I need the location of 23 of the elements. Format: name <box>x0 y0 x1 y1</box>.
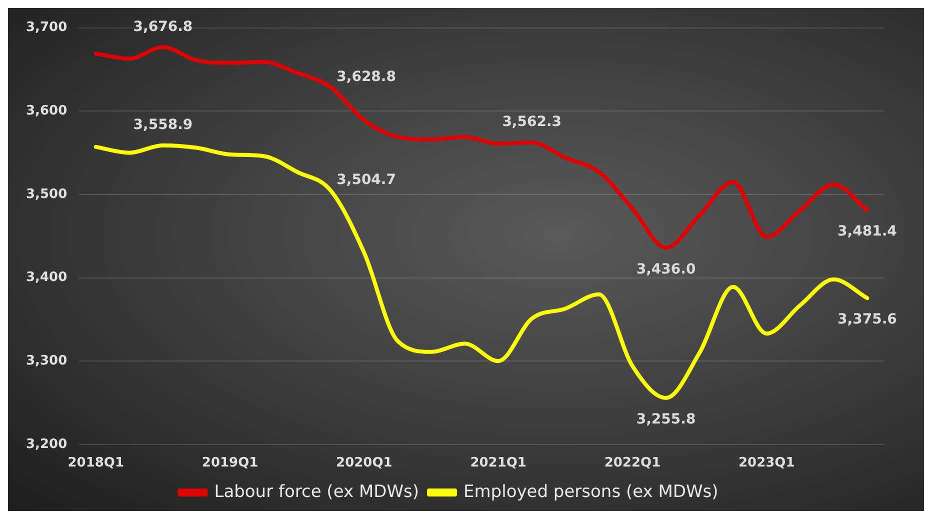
x-tick-label: 2020Q1 <box>336 456 392 471</box>
data-label: 3,255.8 <box>636 412 696 428</box>
data-label: 3,436.0 <box>636 261 696 278</box>
y-tick-label: 3,600 <box>26 103 68 118</box>
legend-label: Employed persons (ex MDWs) <box>464 482 718 502</box>
y-tick-label: 3,700 <box>26 20 68 36</box>
data-label: 3,558.9 <box>133 117 193 134</box>
data-label: 3,676.8 <box>133 18 193 35</box>
x-tick-label: 2022Q1 <box>604 456 661 471</box>
y-tick-label: 3,200 <box>26 436 68 452</box>
x-tick-label: 2019Q1 <box>202 456 258 471</box>
x-tick-label: 2023Q1 <box>738 456 795 471</box>
legend-label: Labour force (ex MDWs) <box>214 482 420 502</box>
data-label: 3,562.3 <box>502 114 562 130</box>
y-tick-label: 3,300 <box>26 353 68 368</box>
y-tick-label: 3,400 <box>26 270 68 286</box>
x-tick-label: 2021Q1 <box>470 456 526 471</box>
x-tick-label: 2018Q1 <box>68 456 124 471</box>
data-label: 3,504.7 <box>336 172 396 188</box>
data-label: 3,628.8 <box>336 68 396 85</box>
data-label: 3,375.6 <box>838 312 897 328</box>
data-label: 3,481.4 <box>838 224 898 240</box>
y-tick-label: 3,500 <box>26 186 68 202</box>
